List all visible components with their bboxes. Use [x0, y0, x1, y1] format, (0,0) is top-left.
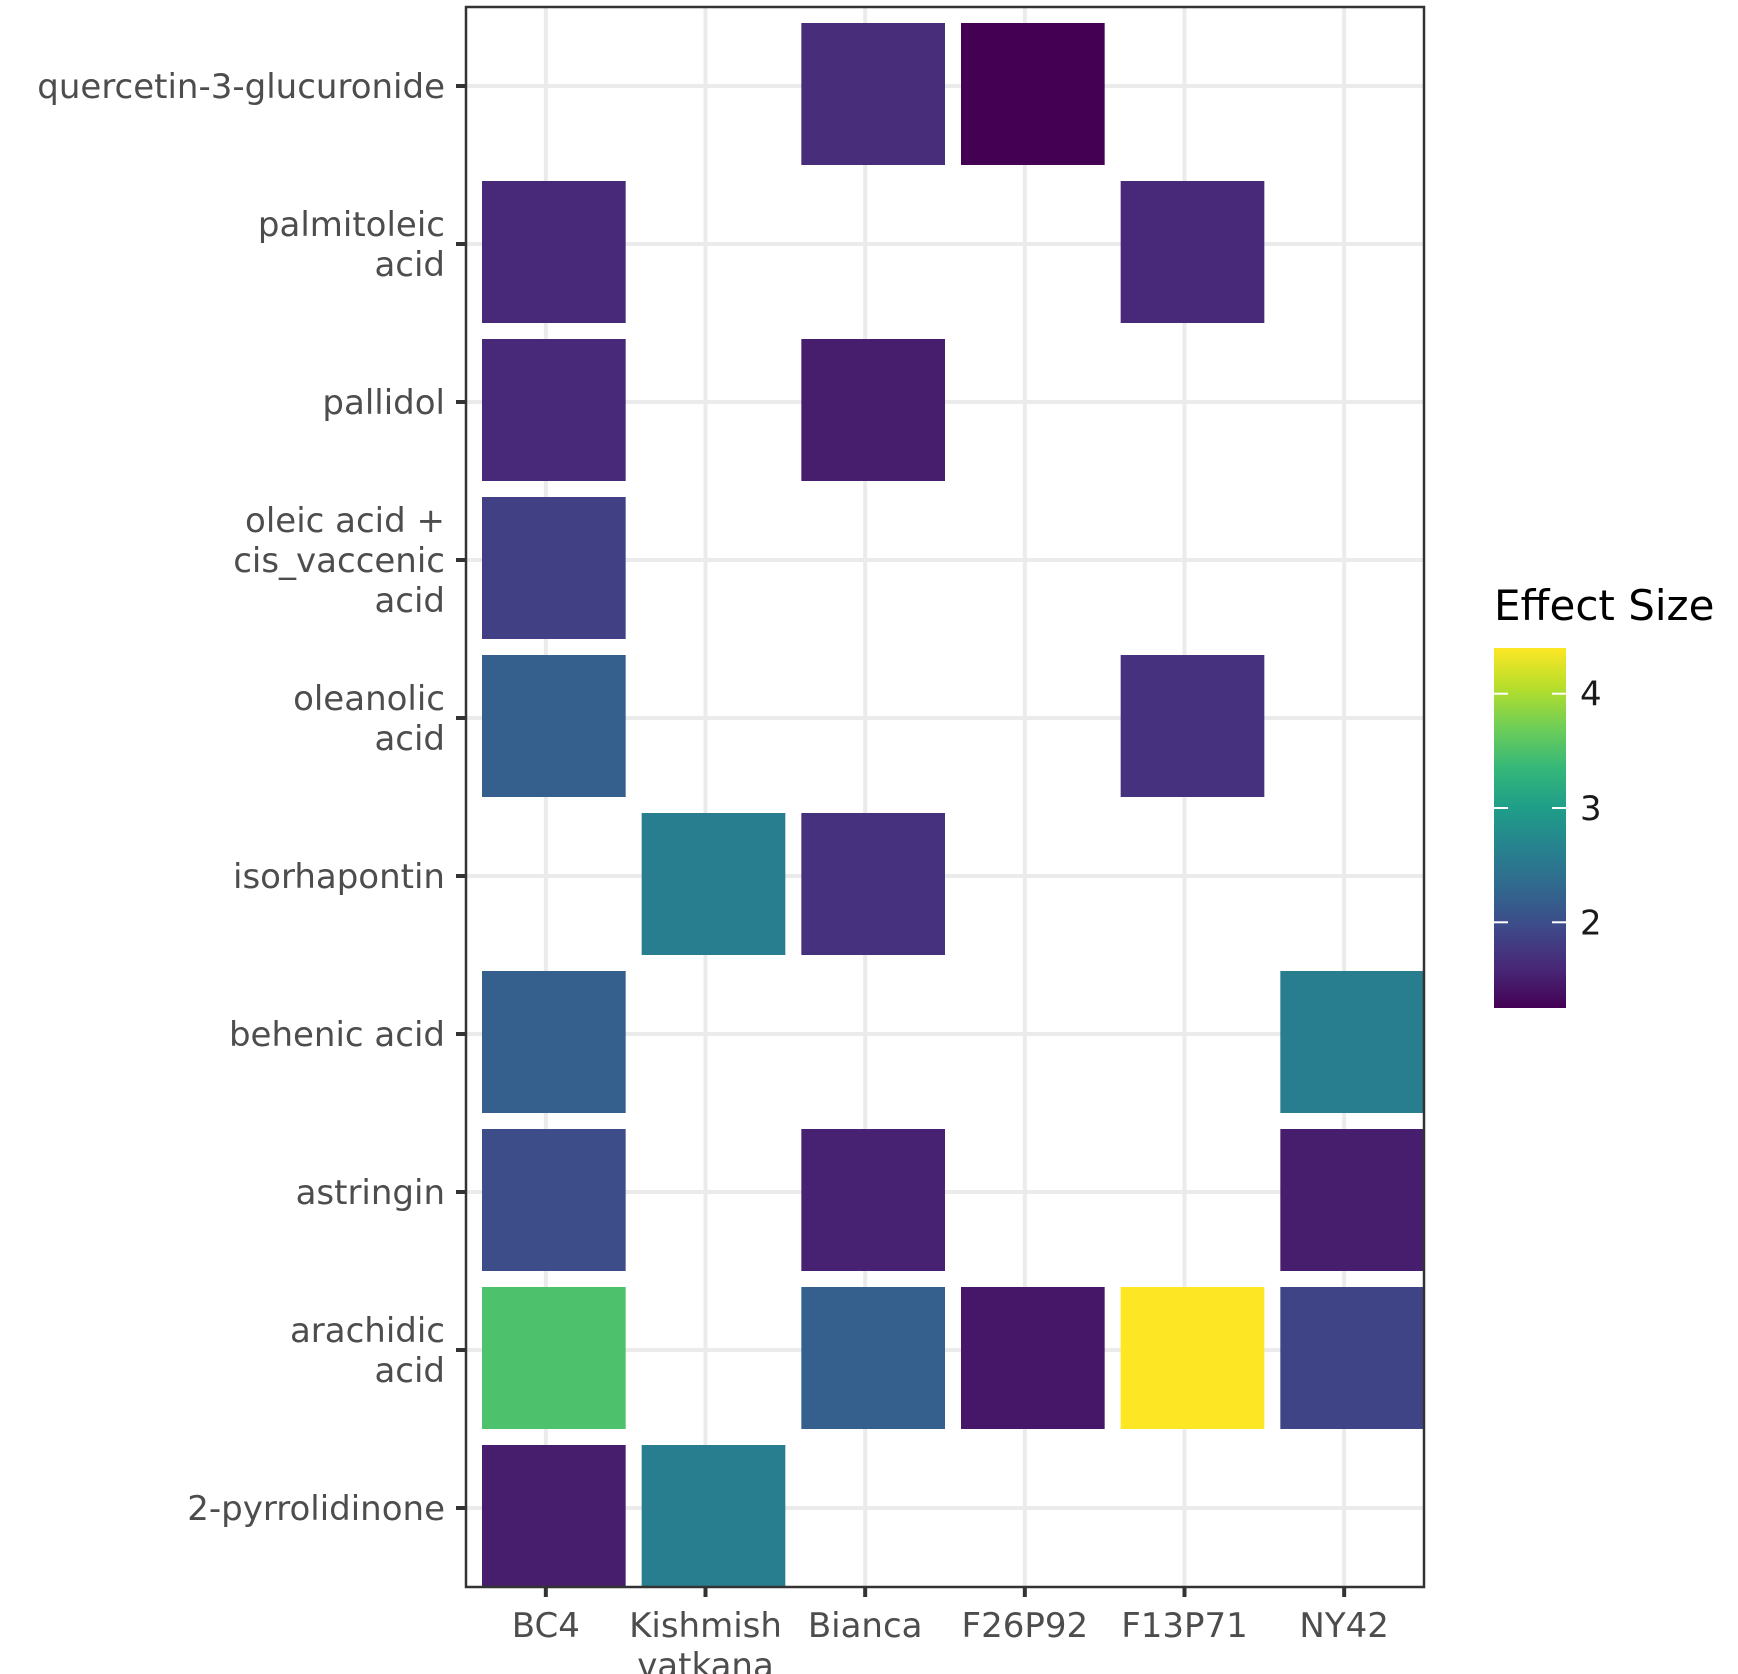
heatmap-cell-2-pyrrolidinone-bc4: [482, 1445, 626, 1587]
y-tick-label: acid: [374, 245, 445, 285]
y-tick-label: isorhapontin: [233, 857, 445, 897]
heatmap-cell-pallidol-bianca: [801, 339, 945, 481]
heatmap-cell-isorhapontin-kishmish-vatkana: [641, 813, 786, 955]
heatmap-cell-palmitoleic-acid-bc4: [482, 181, 626, 323]
y-tick-label: acid: [374, 581, 445, 621]
heatmap-cell-behenic-acid-bc4: [482, 971, 626, 1113]
heatmap-cell-palmitoleic-acid-f13p71: [1120, 181, 1265, 323]
x-tick-label: F13P71: [1121, 1606, 1248, 1646]
y-tick-label: acid: [374, 1351, 445, 1391]
y-tick-label: astringin: [296, 1173, 445, 1213]
heatmap-cell-2-pyrrolidinone-kishmish-vatkana: [641, 1445, 786, 1587]
legend: Effect Size 2 3 4: [1494, 581, 1714, 1008]
x-tick-label: Kishmish: [629, 1606, 782, 1646]
heatmap-cell-arachidic-acid-f26p92: [961, 1287, 1105, 1429]
x-tick-label: vatkana: [637, 1646, 774, 1674]
colorbar-tick-label: 2: [1580, 903, 1602, 943]
y-tick-label: 2-pyrrolidinone: [187, 1489, 445, 1529]
y-tick-label: oleic acid +: [245, 501, 445, 541]
heatmap-cell-astringin-bc4: [482, 1129, 626, 1271]
heatmap-cell-behenic-acid-ny42: [1280, 971, 1424, 1113]
x-tick-label: BC4: [512, 1606, 580, 1646]
colorbar: [1494, 648, 1566, 1008]
heatmap-cell-oleic-acid-cis-vaccenic-acid-bc4: [482, 497, 626, 639]
heatmap-cell-quercetin-3-glucuronide-f26p92: [961, 23, 1105, 165]
y-tick-label: palmitoleic: [258, 205, 445, 245]
y-tick-label: arachidic: [290, 1311, 445, 1351]
y-tick-label: quercetin-3-glucuronide: [37, 67, 445, 107]
y-tick-label: acid: [374, 719, 445, 759]
y-tick-label: pallidol: [322, 383, 445, 423]
heatmap-cell-oleanolic-acid-f13p71: [1120, 655, 1265, 797]
x-tick-label: F26P92: [962, 1606, 1089, 1646]
colorbar-ticks: 2 3 4: [1494, 675, 1602, 943]
heatmap-cell-arachidic-acid-ny42: [1280, 1287, 1424, 1429]
heatmap-cell-arachidic-acid-bc4: [482, 1287, 626, 1429]
heatmap-cells: [482, 23, 1424, 1587]
colorbar-tick-label: 4: [1580, 675, 1602, 715]
heatmap-cell-quercetin-3-glucuronide-bianca: [801, 23, 945, 165]
y-tick-label: behenic acid: [229, 1015, 445, 1055]
heatmap-cell-astringin-bianca: [801, 1129, 945, 1271]
x-tick-label: Bianca: [808, 1606, 923, 1646]
heatmap-cell-oleanolic-acid-bc4: [482, 655, 626, 797]
heatmap-cell-astringin-ny42: [1280, 1129, 1424, 1271]
y-tick-label: oleanolic: [293, 679, 445, 719]
y-tick-label: cis_vaccenic: [233, 541, 445, 581]
panel-border: [464, 5, 1426, 1589]
legend-title: Effect Size: [1494, 581, 1714, 630]
heatmap-cell-isorhapontin-bianca: [801, 813, 945, 955]
x-tick-label: NY42: [1299, 1606, 1388, 1646]
heatmap-cell-pallidol-bc4: [482, 339, 626, 481]
colorbar-tick-label: 3: [1580, 789, 1602, 829]
y-axis: quercetin-3-glucuronidepalmitoleicacidpa…: [37, 67, 466, 1529]
heatmap-cell-arachidic-acid-f13p71: [1120, 1287, 1265, 1429]
heatmap-cell-arachidic-acid-bianca: [801, 1287, 945, 1429]
